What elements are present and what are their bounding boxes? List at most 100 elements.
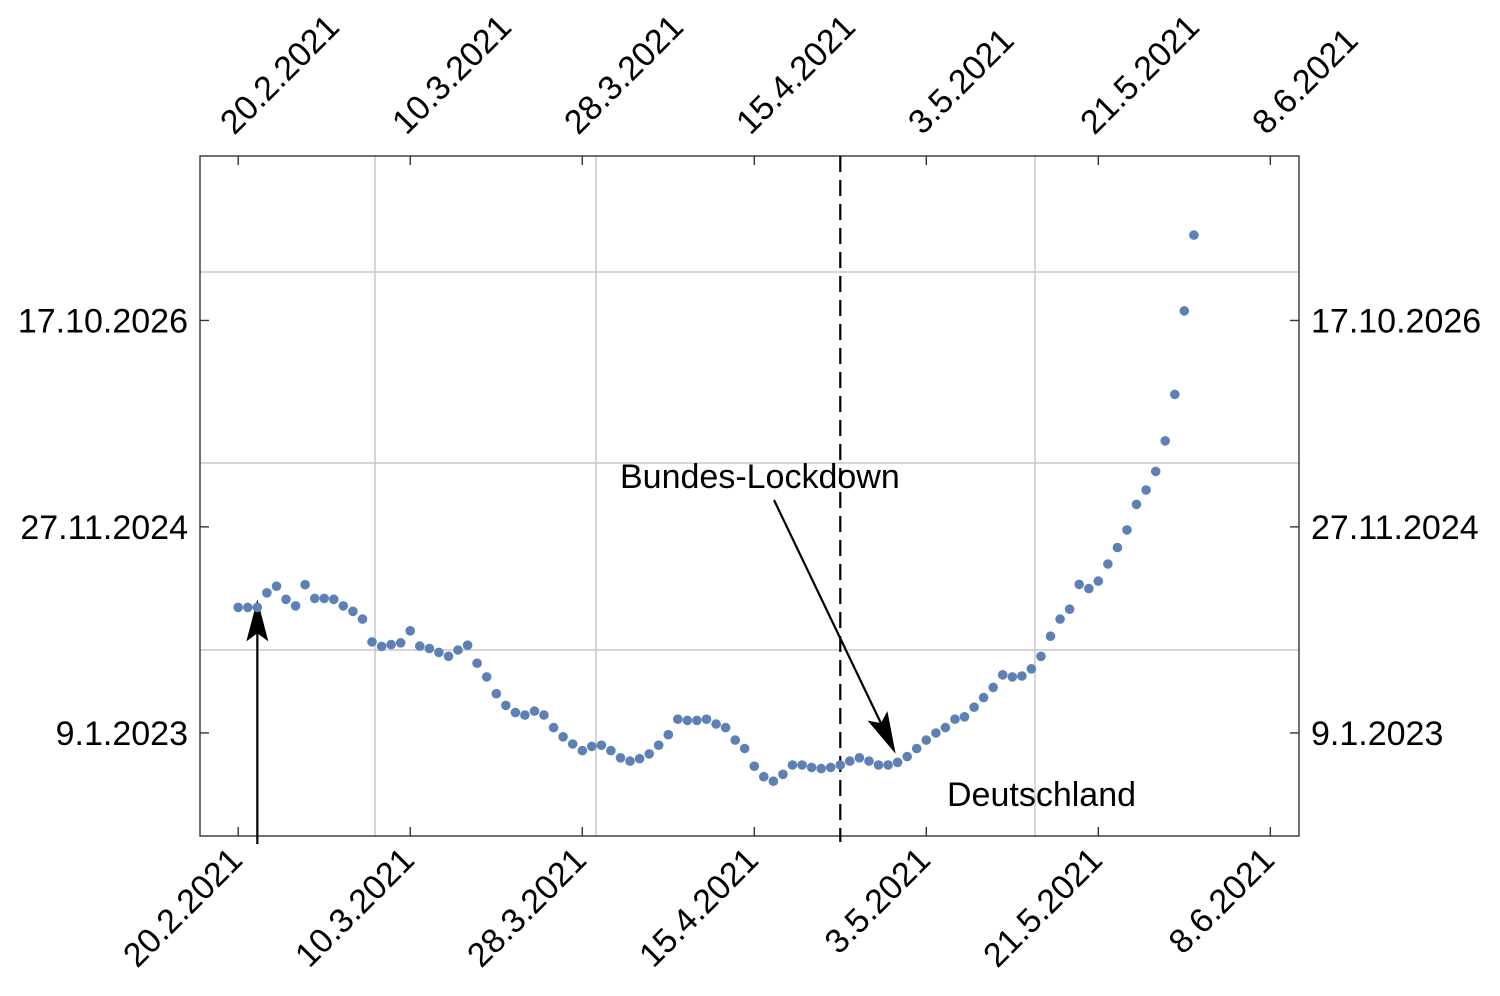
- x-tick-label-bottom: 21.5.2021: [976, 841, 1110, 975]
- data-point: [290, 601, 301, 611]
- data-point: [1093, 576, 1104, 586]
- data-point: [1074, 579, 1084, 590]
- x-tick-label-top: 8.6.2021: [1245, 21, 1365, 141]
- data-point: [1026, 664, 1037, 674]
- data-point: [539, 710, 549, 720]
- x-tick-label-top: 10.3.2021: [385, 8, 519, 142]
- data-point: [634, 753, 645, 764]
- data-point: [415, 641, 425, 651]
- data-point: [940, 722, 951, 733]
- data-point: [1131, 499, 1142, 510]
- data-point: [902, 751, 912, 762]
- data-point: [892, 757, 903, 768]
- y-tick-label-right: 27.11.2024: [1311, 509, 1479, 547]
- data-point: [1084, 583, 1094, 594]
- data-point: [692, 715, 702, 726]
- data-point: [1036, 651, 1046, 662]
- grid-lines: [200, 156, 1299, 836]
- annotation-arrow-head: [867, 711, 896, 754]
- x-tick-label-bottom: 15.4.2021: [632, 841, 766, 975]
- axis-ticks: [200, 156, 1299, 836]
- data-point: [1189, 230, 1199, 240]
- plot-frame: [199, 155, 1300, 837]
- data-point: [959, 712, 970, 722]
- data-point: [367, 637, 377, 647]
- x-tick-label-top: 20.2.2021: [213, 8, 347, 142]
- data-point: [606, 745, 616, 756]
- data-point: [577, 745, 588, 756]
- data-point: [711, 719, 721, 729]
- data-point: [730, 735, 740, 745]
- y-tick-label-left: 17.10.2026: [18, 302, 188, 340]
- data-point: [615, 753, 626, 763]
- data-point: [931, 728, 941, 738]
- data-point: [739, 743, 750, 754]
- data-point: [1064, 604, 1075, 614]
- data-point: [864, 756, 874, 766]
- data-point: [759, 771, 769, 782]
- data-point: [969, 702, 979, 712]
- data-point: [357, 614, 368, 624]
- data-point: [1017, 671, 1027, 681]
- data-point: [501, 700, 511, 711]
- x-tick-label-top: 15.4.2021: [729, 8, 863, 142]
- data-point: [481, 672, 492, 682]
- x-tick-label-bottom: 10.3.2021: [288, 841, 422, 975]
- data-point: [529, 706, 540, 716]
- y-tick-label-right: 9.1.2023: [1311, 715, 1443, 753]
- data-point: [749, 761, 760, 771]
- data-point: [921, 735, 932, 745]
- data-point: [1179, 306, 1190, 316]
- data-point: [300, 579, 310, 590]
- data-point: [338, 601, 349, 611]
- data-point: [778, 769, 788, 780]
- data-point: [663, 729, 674, 740]
- data-point: [319, 593, 330, 604]
- data-point: [1007, 672, 1018, 682]
- data-point: [329, 594, 339, 605]
- data-point: [797, 760, 807, 770]
- data-point: [1150, 466, 1161, 477]
- data-point: [462, 640, 473, 650]
- x-tick-label-bottom: 28.3.2021: [460, 841, 594, 975]
- data-point: [491, 688, 502, 699]
- data-point: [386, 639, 396, 650]
- data-point: [720, 722, 731, 733]
- annotation-arrow-shaft: [773, 499, 882, 724]
- annotation-deutschland: Deutschland: [947, 776, 1136, 814]
- annotation-bundes-lockdown: Bundes-Lockdown: [620, 458, 900, 496]
- data-point: [243, 602, 253, 613]
- data-point: [625, 756, 635, 766]
- data-point: [443, 651, 454, 662]
- data-point: [453, 645, 463, 655]
- data-point: [281, 594, 291, 605]
- data-point: [673, 714, 683, 724]
- data-point: [787, 760, 798, 770]
- x-tick-label-top: 3.5.2021: [901, 21, 1021, 141]
- data-point: [1170, 389, 1180, 400]
- data-point: [271, 581, 282, 591]
- data-point: [1160, 436, 1170, 446]
- data-point: [262, 588, 272, 598]
- x-tick-label-top: 28.3.2021: [557, 8, 691, 142]
- data-point: [997, 670, 1008, 680]
- data-point: [520, 710, 530, 720]
- data-point: [558, 732, 568, 742]
- data-point: [768, 776, 779, 786]
- data-point: [825, 762, 836, 773]
- data-point: [434, 647, 444, 658]
- data-point: [587, 741, 597, 752]
- y-tick-label-left: 9.1.2023: [56, 715, 188, 753]
- data-point: [1112, 542, 1123, 553]
- data-point: [883, 760, 893, 770]
- data-points: [233, 230, 1199, 786]
- up-arrow-head: [246, 599, 269, 642]
- data-point: [816, 763, 826, 774]
- data-point: [348, 606, 358, 617]
- x-tick-label-bottom: 20.2.2021: [116, 841, 250, 975]
- data-point: [252, 602, 263, 613]
- data-point: [472, 658, 482, 668]
- data-point: [950, 714, 960, 724]
- data-point: [309, 593, 320, 604]
- x-tick-label-bottom: 3.5.2021: [817, 841, 937, 961]
